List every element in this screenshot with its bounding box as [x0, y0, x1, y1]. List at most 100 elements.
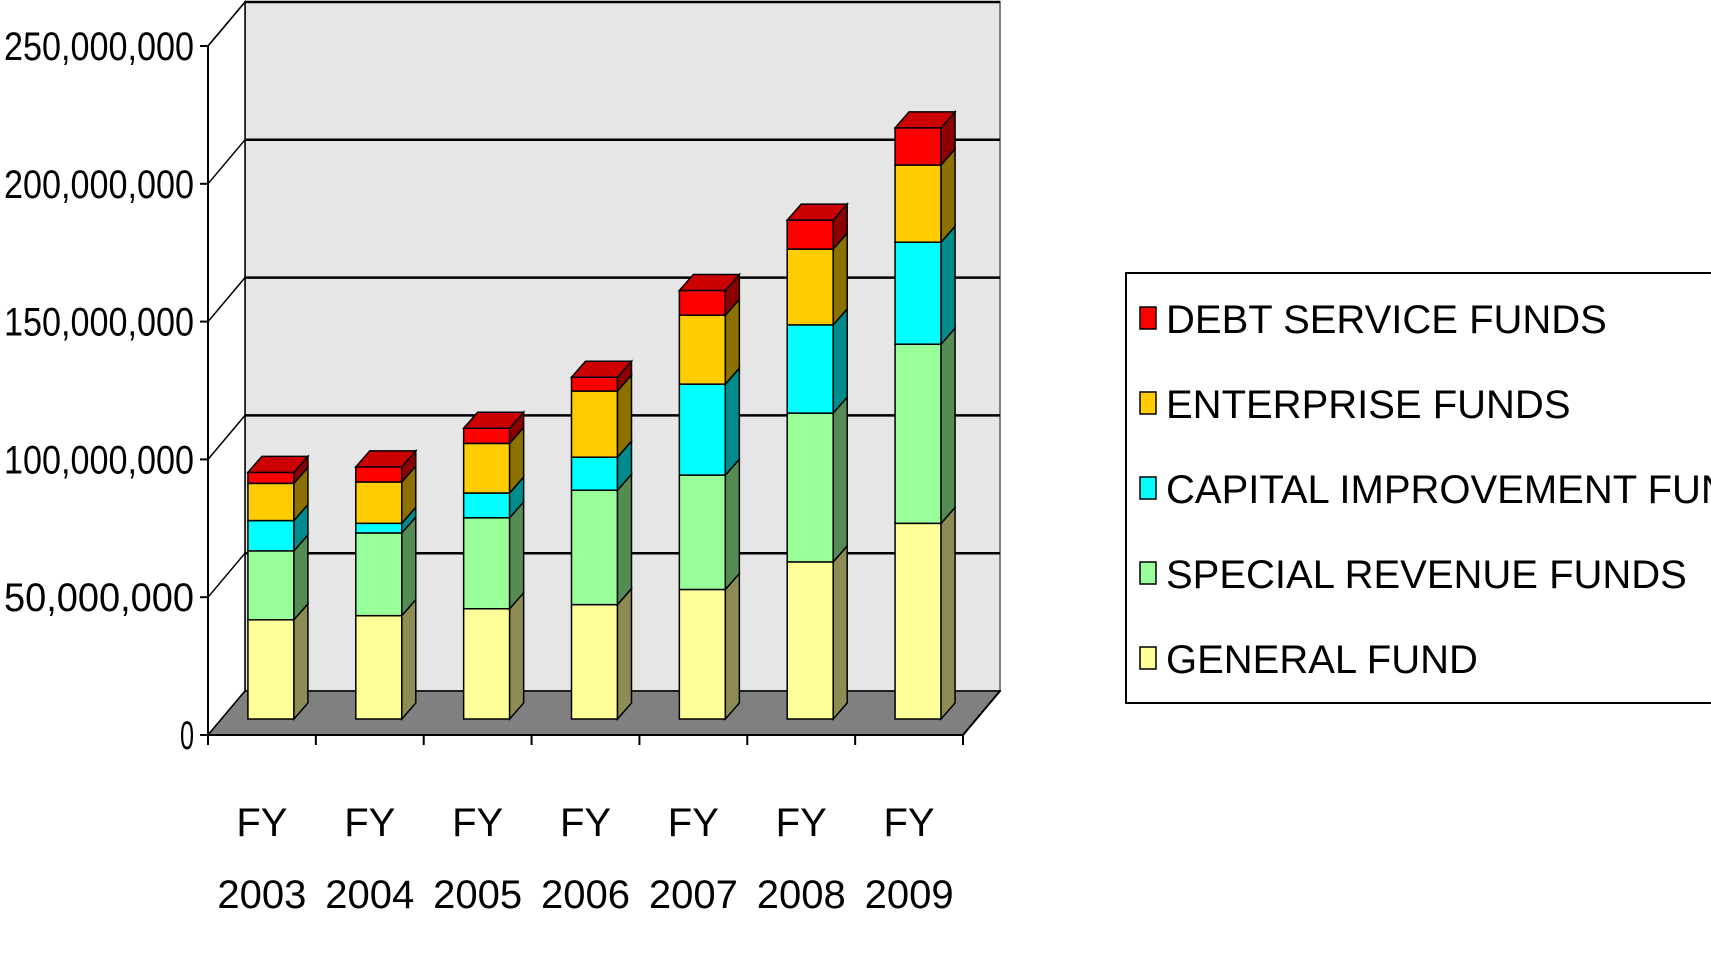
legend-swatch [1139, 306, 1157, 330]
side-wall [207, 0, 246, 738]
bar-top [677, 273, 742, 292]
bar-segment-side [401, 597, 417, 721]
x-tick-label-line2: 2006 [541, 873, 630, 917]
bar-segment [894, 241, 942, 345]
bar-segment-side [832, 543, 848, 721]
bar-segment [786, 561, 834, 720]
bar-top [354, 450, 418, 468]
bar-segment [462, 427, 511, 445]
bars [246, 109, 957, 721]
bar-segment [570, 489, 619, 606]
bar-segment [678, 588, 727, 720]
bar-segment-side [724, 366, 741, 478]
gridline-side [207, 139, 246, 185]
legend-swatch [1139, 646, 1157, 670]
bar-segment [678, 383, 727, 476]
x-tick-label-line1: FY [236, 801, 287, 845]
legend-label: CAPITAL IMPROVEMENT FUNDS [1166, 468, 1711, 512]
bar-segment [462, 608, 511, 720]
bar-segment-side [832, 306, 848, 416]
bar-segment-side [508, 590, 525, 721]
bar-segment [462, 442, 511, 494]
bar-segment-side [508, 499, 525, 611]
axes: 0 50,000,000 100,000,000 150,000,000 200,000… [4, 25, 1001, 917]
legend-label: SPECIAL REVENUE FUNDS [1166, 553, 1687, 597]
x-tick-label-line2: 2003 [217, 873, 306, 917]
y-tick-label: 250,000,000 [4, 25, 194, 69]
gridline-side [207, 414, 246, 460]
y-tick-label: 100,000,000 [4, 438, 194, 482]
bar-segment [570, 376, 619, 392]
bar-segment [678, 289, 727, 316]
bar-segment [247, 519, 295, 552]
bar-segment [894, 127, 942, 166]
bar-segment [570, 456, 619, 492]
bar-top [246, 455, 310, 474]
y-tick-label: 0 [180, 714, 194, 758]
bar-segment [786, 219, 834, 250]
bar-segment-side [940, 326, 956, 526]
bar-segment [570, 603, 619, 720]
bar-segment [678, 474, 727, 591]
bar-segment [894, 164, 942, 243]
bar-segment [894, 522, 942, 720]
x-tick-label-line2: 2007 [649, 873, 738, 917]
x-tick-label-line2: 2004 [325, 873, 414, 917]
bar-segment-side [724, 571, 741, 721]
gridline-side [207, 552, 246, 598]
x-tick-label-line1: FY [560, 801, 611, 845]
x-tick-label-line1: FY [668, 801, 719, 845]
x-tick-label-line2: 2009 [865, 873, 954, 917]
y-tick-label: 50,000,000 [4, 576, 194, 620]
bar-segment [355, 614, 403, 720]
bar-segment [247, 471, 295, 485]
bar-segment-side [940, 505, 956, 721]
gridline-side [207, 277, 246, 323]
x-tick-label-line2: 2005 [433, 873, 522, 917]
bar-segment-side [293, 601, 309, 721]
legend-label: DEBT SERVICE FUNDS [1166, 298, 1607, 342]
bar-top [893, 111, 957, 129]
legend-label: ENTERPRISE FUNDS [1166, 383, 1571, 427]
x-tick-label-line1: FY [452, 801, 503, 845]
bar-segment [894, 343, 942, 525]
bar-segment [247, 550, 295, 621]
bar-segment [247, 619, 295, 720]
bar-segment [786, 324, 834, 414]
bar-segment [355, 532, 403, 617]
bar-segment-side [940, 224, 956, 347]
legend-swatch [1139, 561, 1157, 585]
y-tick-label: 150,000,000 [4, 301, 194, 345]
gridline-side [207, 1, 246, 47]
bar-segment [786, 248, 834, 326]
x-tick-label-line1: FY [884, 801, 935, 845]
y-tick-label: 200,000,000 [4, 163, 194, 207]
legend-label: GENERAL FUND [1166, 638, 1478, 682]
bar-top [785, 203, 849, 221]
bar-segment [570, 390, 619, 458]
bar-segment [462, 517, 511, 610]
bar-segment-side [616, 586, 633, 721]
bar-segment [786, 412, 834, 563]
x-tick-label-line2: 2008 [757, 873, 846, 917]
bar-segment-side [832, 395, 848, 564]
legend-swatch [1139, 476, 1157, 500]
x-axis-depth [962, 690, 1001, 736]
legend: DEBT SERVICE FUNDS ENTERPRISE FUNDS CAPITA… [1125, 272, 1711, 704]
bar-segment [355, 522, 403, 534]
legend-swatch [1139, 391, 1157, 415]
bar-segment [678, 314, 727, 385]
bar-segment [355, 481, 403, 525]
x-tick-label-line1: FY [344, 801, 395, 845]
bar-top [461, 411, 526, 429]
bar-top [569, 360, 634, 379]
bar-segment [462, 492, 511, 519]
bar-segment-side [724, 457, 741, 592]
bar-segment-side [401, 514, 417, 618]
bar-segment-side [616, 472, 633, 607]
x-tick-label-line1: FY [776, 801, 827, 845]
bar-segment [355, 466, 403, 483]
legend-box [1125, 272, 1711, 704]
